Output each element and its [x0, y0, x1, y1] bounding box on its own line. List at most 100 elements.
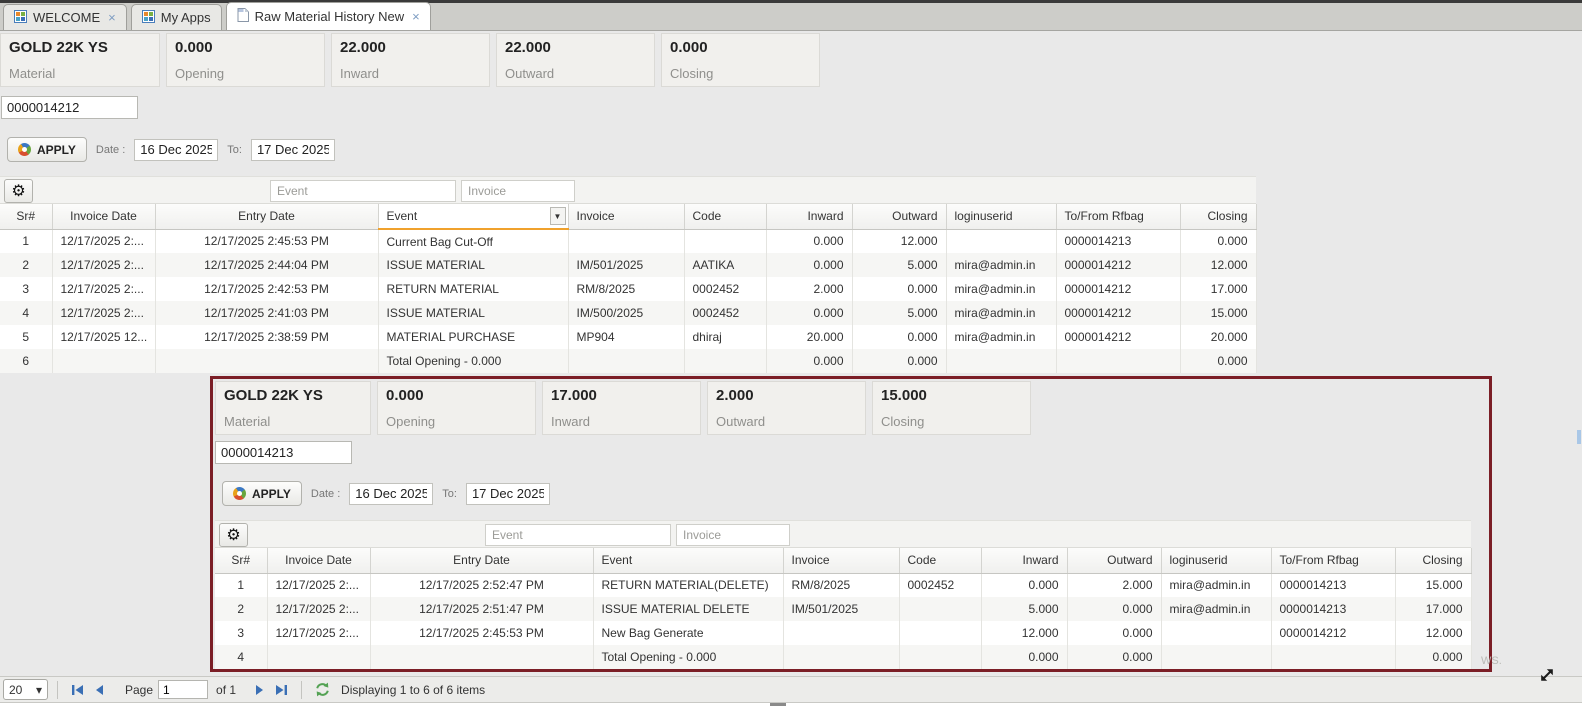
gear-icon[interactable]: ⚙ [4, 179, 33, 203]
col-invoice-date[interactable]: Invoice Date [52, 204, 155, 229]
cell: 12/17/2025 2:41:03 PM [155, 301, 378, 325]
cell: 12/17/2025 2:... [52, 253, 155, 277]
summary-card-material: GOLD 22K YS Material [215, 381, 371, 435]
bag-number-input[interactable] [215, 441, 352, 464]
col-sr[interactable]: Sr# [215, 548, 267, 573]
expand-icon[interactable] [1538, 666, 1556, 689]
tab-raw-material-history[interactable]: Raw Material History New × [226, 2, 431, 30]
cell [370, 645, 593, 669]
table-row[interactable]: 212/17/2025 2:...12/17/2025 2:44:04 PMIS… [0, 253, 1256, 277]
table-row[interactable]: 512/17/2025 12...12/17/2025 2:38:59 PMMA… [0, 325, 1256, 349]
cell: 0000014212 [1056, 253, 1180, 277]
cell: Total Opening - 0.000 [593, 645, 783, 669]
to-label: To: [227, 144, 242, 156]
col-loginuserid[interactable]: loginuserid [946, 204, 1056, 229]
col-code[interactable]: Code [684, 204, 766, 229]
col-entry-date[interactable]: Entry Date [155, 204, 378, 229]
table-row[interactable]: 412/17/2025 2:...12/17/2025 2:41:03 PMIS… [0, 301, 1256, 325]
col-event[interactable]: Event▼ [378, 204, 568, 229]
cell [267, 645, 370, 669]
cell: Total Opening - 0.000 [378, 349, 568, 373]
col-invoice[interactable]: Invoice [568, 204, 684, 229]
table-row[interactable]: 212/17/2025 2:...12/17/2025 2:51:47 PMIS… [215, 597, 1471, 621]
col-closing[interactable]: Closing [1395, 548, 1471, 573]
event-filter-input[interactable] [485, 524, 671, 546]
col-invoice-date[interactable]: Invoice Date [267, 548, 370, 573]
next-page-icon[interactable] [248, 680, 270, 700]
cell: 15.000 [1180, 301, 1256, 325]
cell: mira@admin.in [946, 253, 1056, 277]
col-entry-date[interactable]: Entry Date [370, 548, 593, 573]
resize-handle[interactable] [770, 703, 786, 706]
cell: 17.000 [1180, 277, 1256, 301]
apply-button[interactable]: APPLY [7, 137, 87, 162]
col-rfbag[interactable]: To/From Rfbag [1056, 204, 1180, 229]
date-to-input[interactable] [466, 483, 550, 505]
invoice-filter-input[interactable] [461, 180, 575, 202]
cell: 12/17/2025 2:... [267, 621, 370, 645]
cell: 0000014213 [1271, 573, 1395, 597]
first-page-icon[interactable] [67, 680, 89, 700]
cell: 0002452 [684, 301, 766, 325]
col-rfbag[interactable]: To/From Rfbag [1271, 548, 1395, 573]
col-inward[interactable]: Inward [981, 548, 1067, 573]
col-outward[interactable]: Outward [1067, 548, 1161, 573]
table-row[interactable]: 312/17/2025 2:...12/17/2025 2:45:53 PMNe… [215, 621, 1471, 645]
summary-label: Closing [670, 66, 811, 81]
close-icon[interactable]: × [412, 9, 420, 24]
cell: 1 [0, 229, 52, 253]
cell: IM/501/2025 [568, 253, 684, 277]
table-header-row: Sr# Invoice Date Entry Date Event▼ Invoi… [0, 204, 1256, 229]
cell: RM/8/2025 [783, 573, 899, 597]
bag-number-input[interactable] [1, 96, 138, 119]
gear-icon[interactable]: ⚙ [219, 523, 248, 547]
tab-bar: WELCOME × My Apps Raw Material History N… [0, 3, 1582, 31]
prev-page-icon[interactable] [89, 680, 111, 700]
col-inward[interactable]: Inward [766, 204, 852, 229]
summary-value: 2.000 [716, 387, 857, 404]
table-row[interactable]: 112/17/2025 2:...12/17/2025 2:52:47 PMRE… [215, 573, 1471, 597]
refresh-icon[interactable] [311, 680, 333, 700]
cell: 12.000 [852, 229, 946, 253]
col-loginuserid[interactable]: loginuserid [1161, 548, 1271, 573]
cell: 0.000 [1067, 621, 1161, 645]
summary-label: Inward [551, 414, 692, 429]
cell: 0000014212 [1056, 325, 1180, 349]
page-size-select[interactable]: 20 ▾ [3, 679, 48, 700]
col-outward[interactable]: Outward [852, 204, 946, 229]
watermark-text: WS. [1481, 655, 1502, 667]
col-event[interactable]: Event [593, 548, 783, 573]
cell: 5.000 [852, 301, 946, 325]
page-number-input[interactable] [158, 680, 208, 699]
summary-card-closing: 15.000 Closing [872, 381, 1031, 435]
date-from-input[interactable] [349, 483, 433, 505]
table-row[interactable]: 112/17/2025 2:...12/17/2025 2:45:53 PMCu… [0, 229, 1256, 253]
tab-my-apps[interactable]: My Apps [131, 4, 222, 30]
cell: 0.000 [766, 301, 852, 325]
cell: 2.000 [766, 277, 852, 301]
cell [899, 645, 981, 669]
scrollbar-thumb[interactable] [1577, 430, 1581, 444]
cell: 12/17/2025 2:44:04 PM [155, 253, 378, 277]
apply-label: APPLY [252, 487, 291, 501]
table-row[interactable]: 312/17/2025 2:...12/17/2025 2:42:53 PMRE… [0, 277, 1256, 301]
table-row[interactable]: 6Total Opening - 0.0000.0000.0000.000 [0, 349, 1256, 373]
col-code[interactable]: Code [899, 548, 981, 573]
cell: New Bag Generate [593, 621, 783, 645]
invoice-filter-input[interactable] [676, 524, 790, 546]
date-from-input[interactable] [134, 139, 218, 161]
col-invoice[interactable]: Invoice [783, 548, 899, 573]
date-to-input[interactable] [251, 139, 335, 161]
apply-button[interactable]: APPLY [222, 481, 302, 506]
col-sr[interactable]: Sr# [0, 204, 52, 229]
column-menu-icon[interactable]: ▼ [550, 207, 566, 225]
cell: 12/17/2025 12... [52, 325, 155, 349]
event-filter-input[interactable] [270, 180, 456, 202]
close-icon[interactable]: × [108, 10, 116, 25]
cell: 2 [215, 597, 267, 621]
table-row[interactable]: 4Total Opening - 0.0000.0000.0000.000 [215, 645, 1471, 669]
col-closing[interactable]: Closing [1180, 204, 1256, 229]
last-page-icon[interactable] [270, 680, 292, 700]
cell: mira@admin.in [946, 325, 1056, 349]
tab-welcome[interactable]: WELCOME × [3, 4, 127, 30]
